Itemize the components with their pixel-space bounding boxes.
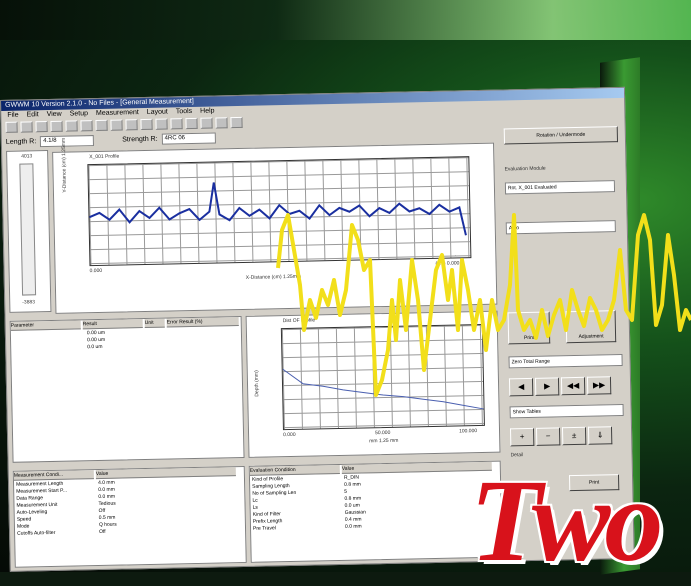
profile-plot-area	[87, 156, 472, 267]
background-highlight	[0, 0, 691, 40]
app-window: GWWM 10 Version 2.1.0 - No Files - [Gene…	[0, 86, 635, 572]
profile-plot-panel: X_001 Profile Y-Distance (cm) 1.25mm 0.0…	[52, 138, 498, 314]
profile-trace	[89, 182, 467, 236]
yellow-waveform	[276, 213, 691, 397]
headline-text: Two	[470, 455, 663, 586]
lower-plot-panel: Dist OF Profile Depth (mm) 0.000 50.000 …	[245, 310, 501, 458]
lower-plot-area	[280, 323, 485, 431]
lower-plot-trace	[282, 368, 484, 410]
